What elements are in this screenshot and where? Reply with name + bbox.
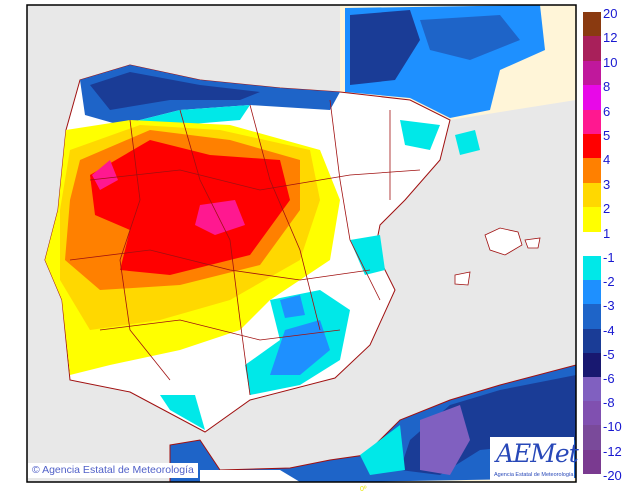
longitude-label: 0º	[360, 486, 367, 493]
legend-label: 5	[603, 128, 611, 143]
legend-swatch	[583, 207, 601, 232]
legend-label: -8	[603, 395, 615, 411]
legend-label: -6	[603, 371, 615, 386]
legend-swatch	[583, 36, 601, 61]
southeast-cold-core	[270, 320, 330, 375]
legend-label: 12	[603, 30, 618, 46]
logo-subtitle: Agencia Estatal de Meteorología	[494, 472, 574, 478]
legend-label: 1	[603, 225, 611, 241]
legend-swatch	[583, 304, 601, 329]
legend-label: 2	[603, 201, 611, 217]
aemet-logo: AEMet Agencia Estatal de Meteorología	[490, 437, 579, 481]
legend-label: -20	[603, 467, 622, 483]
copyright-notice: © Agencia Estatal de Meteorología	[28, 463, 198, 478]
legend-swatch	[583, 60, 601, 86]
northeast-cyan-patch	[400, 120, 440, 150]
warm-red-area	[90, 140, 290, 275]
legend-swatch	[583, 401, 601, 426]
africa-purple-area	[420, 405, 470, 475]
north-coast-cold-core	[90, 72, 260, 110]
legend-label: -3	[603, 298, 615, 314]
france-cold-patch	[420, 15, 520, 60]
legend-label: 20	[603, 6, 618, 21]
africa-land-strip	[190, 478, 576, 482]
legend-swatch	[583, 425, 601, 450]
province-borders	[69, 99, 421, 396]
legend-label: -10	[603, 419, 622, 435]
legend-label: -5	[603, 346, 615, 362]
catalonia-cyan-patch	[455, 130, 480, 155]
legend-label: 8	[603, 79, 611, 95]
balearic-islands	[454, 227, 541, 286]
legend-swatch	[583, 182, 601, 208]
warm-pink-core	[195, 200, 245, 235]
africa-white-patch	[200, 470, 300, 482]
africa-cyan-patch	[360, 425, 405, 475]
east-cyan-patch	[350, 235, 385, 275]
legend-swatch	[583, 85, 601, 110]
legend-swatch	[583, 377, 601, 402]
legend-swatch	[583, 12, 601, 37]
france-cold-core	[350, 10, 420, 85]
legend-label: 4	[603, 152, 611, 168]
legend-swatch	[583, 134, 601, 159]
legend-swatch	[583, 256, 601, 281]
legend-label: 3	[603, 176, 611, 192]
logo-brand: AEMet	[496, 439, 579, 468]
legend-swatch	[583, 328, 601, 353]
legend-swatch	[583, 352, 601, 377]
warm-pink-core-west	[92, 160, 118, 190]
legend-label: -1	[603, 250, 615, 265]
legend-swatch	[583, 158, 601, 183]
legend-label: -4	[603, 322, 615, 338]
legend-label: 6	[603, 103, 611, 119]
south-cyan-patch	[160, 395, 205, 430]
southeast-cold-patch	[280, 295, 305, 318]
legend-label: -12	[603, 443, 622, 459]
legend-swatch	[583, 109, 601, 134]
legend-swatch	[583, 280, 601, 305]
legend-swatch	[583, 449, 601, 474]
map-frame	[26, 4, 577, 483]
legend-label: 10	[603, 54, 618, 70]
legend-label: -2	[603, 274, 615, 290]
